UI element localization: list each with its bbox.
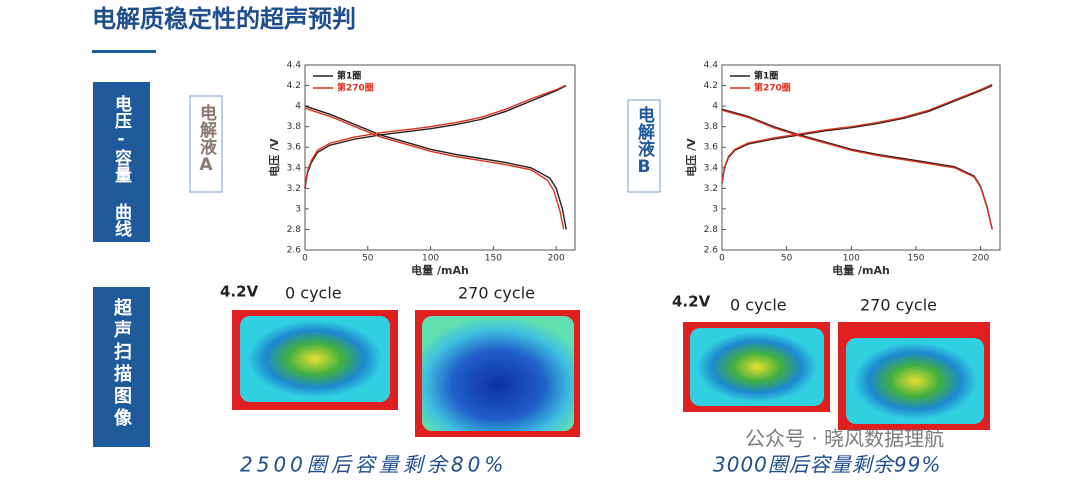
electrolyte-box bbox=[627, 99, 661, 193]
y-tick-label: 4.4 bbox=[704, 61, 719, 71]
y-tick-label: 3 bbox=[712, 204, 718, 214]
y-tick-label: 3.8 bbox=[704, 122, 719, 132]
scan-label: 0 cycle bbox=[285, 284, 342, 303]
scan-image bbox=[690, 328, 824, 406]
y-tick-label: 2.8 bbox=[287, 225, 302, 235]
y-tick-label: 3.6 bbox=[704, 143, 719, 153]
side-label: 电压-容量 曲线 bbox=[111, 94, 132, 238]
legend-label: 第1圈 bbox=[337, 70, 361, 82]
y-tick-label: 2.6 bbox=[287, 246, 302, 256]
title: 电解质稳定性的超声预判 bbox=[92, 5, 356, 33]
plot-area bbox=[721, 64, 1001, 251]
x-tick-label: 200 bbox=[972, 254, 989, 264]
scan-label: 0 cycle bbox=[730, 296, 787, 315]
scan-image bbox=[422, 316, 574, 431]
caption: 2500圈后容量剩余80% bbox=[240, 453, 507, 477]
scan-label: 270 cycle bbox=[860, 296, 937, 315]
electrolyte-label: 电解液B bbox=[634, 105, 655, 177]
x-tick-label: 150 bbox=[907, 254, 924, 264]
electrolyte-label: 电解液A bbox=[196, 103, 217, 175]
x-axis-label: 电量 /mAh bbox=[411, 263, 469, 277]
y-tick-label: 3.4 bbox=[287, 163, 302, 173]
x-tick-label: 150 bbox=[485, 254, 502, 264]
y-tick-label: 3.4 bbox=[704, 163, 719, 173]
y-axis-label: 电压 /V bbox=[267, 138, 281, 177]
legend-label: 第1圈 bbox=[754, 70, 778, 82]
scan-image bbox=[240, 316, 390, 402]
scan-voltage: 4.2V bbox=[220, 283, 259, 301]
x-tick-label: 0 bbox=[302, 254, 308, 264]
x-tick-label: 200 bbox=[548, 254, 565, 264]
y-axis-label: 电压 /V bbox=[684, 138, 698, 177]
side-box bbox=[93, 82, 150, 242]
y-tick-label: 4 bbox=[295, 102, 301, 112]
caption: 3000圈后容量剩余99% bbox=[713, 453, 941, 477]
plot-area bbox=[304, 64, 576, 251]
scan-image bbox=[846, 338, 984, 424]
y-tick-label: 3 bbox=[295, 204, 301, 214]
side-box bbox=[93, 287, 150, 447]
y-tick-label: 4 bbox=[712, 102, 718, 112]
series-line bbox=[304, 84, 567, 230]
y-tick-label: 4.2 bbox=[704, 81, 718, 91]
y-tick-label: 3.8 bbox=[287, 122, 302, 132]
scan-label: 270 cycle bbox=[458, 284, 535, 303]
y-tick-label: 3.2 bbox=[287, 184, 301, 194]
x-tick-label: 0 bbox=[719, 254, 725, 264]
series-line bbox=[304, 84, 566, 230]
y-tick-label: 2.6 bbox=[704, 246, 719, 256]
legend-label: 第270圈 bbox=[337, 82, 374, 94]
legend-label: 第270圈 bbox=[754, 82, 791, 94]
x-tick-label: 50 bbox=[781, 254, 793, 264]
y-tick-label: 4.2 bbox=[287, 81, 301, 91]
title-underline bbox=[92, 50, 156, 53]
x-axis-label: 电量 /mAh bbox=[832, 263, 890, 277]
y-tick-label: 3.6 bbox=[287, 143, 302, 153]
electrolyte-box bbox=[189, 95, 223, 193]
y-tick-label: 4.4 bbox=[287, 61, 302, 71]
x-tick-label: 100 bbox=[422, 254, 439, 264]
watermark: 公众号 · 晓风数据理航 bbox=[745, 427, 944, 451]
x-tick-label: 50 bbox=[362, 254, 374, 264]
series-line bbox=[721, 83, 993, 230]
y-tick-label: 2.8 bbox=[704, 225, 719, 235]
side-label: 超声扫描图像 bbox=[111, 297, 133, 430]
x-tick-label: 100 bbox=[843, 254, 860, 264]
y-tick-label: 3.2 bbox=[704, 184, 718, 194]
scan-voltage: 4.2V bbox=[672, 293, 711, 311]
